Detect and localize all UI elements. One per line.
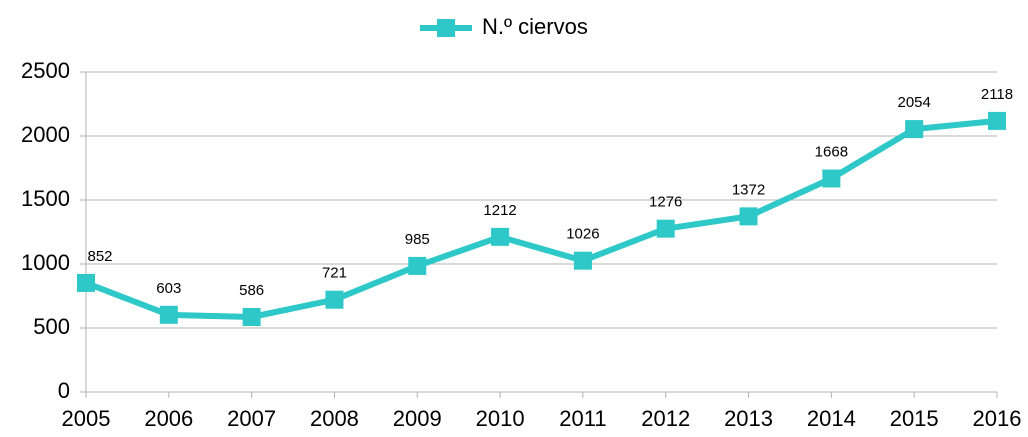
data-label: 1026 [566,226,599,243]
y-tick-label: 0 [58,378,70,403]
x-tick-label: 2006 [144,406,193,431]
x-tick-label: 2007 [227,406,276,431]
x-tick-label: 2005 [62,406,111,431]
x-tick-label: 2016 [973,406,1022,431]
y-tick-label: 2500 [21,58,70,83]
data-point [325,290,344,309]
data-label: 603 [156,280,181,297]
x-tick-label: 2014 [807,406,856,431]
data-label: 1668 [815,143,848,160]
data-label: 721 [322,265,347,282]
data-label: 1372 [732,181,765,198]
x-tick-label: 2008 [310,406,359,431]
data-point [739,207,758,226]
y-tick-label: 2000 [21,122,70,147]
data-point [988,111,1006,130]
data-point [159,305,178,324]
y-tick-label: 1500 [21,186,70,211]
data-point [822,169,841,188]
x-tick-label: 2015 [890,406,939,431]
data-point [491,227,510,246]
legend-marker [437,19,455,37]
y-tick-label: 1000 [21,250,70,275]
data-line [84,117,998,320]
x-tick-label: 2011 [559,406,606,431]
data-point [77,273,95,292]
data-point [905,120,924,139]
data-label: 1276 [649,194,682,211]
data-label: 2054 [897,94,930,111]
x-tick-label: 2013 [724,406,773,431]
data-label: 2118 [981,86,1013,103]
data-point [573,251,592,270]
data-point [656,219,675,238]
data-label: 586 [239,282,264,299]
y-tick-label: 500 [33,314,70,339]
x-tick-label: 2012 [641,406,690,431]
data-label: 985 [405,231,430,248]
data-point [408,256,427,275]
data-label: 852 [87,248,112,265]
data-point [242,307,261,326]
x-tick-label: 2010 [476,406,525,431]
data-label: 1212 [483,202,516,219]
legend-label: N.º ciervos [482,14,588,39]
x-tick-label: 2009 [393,406,442,431]
